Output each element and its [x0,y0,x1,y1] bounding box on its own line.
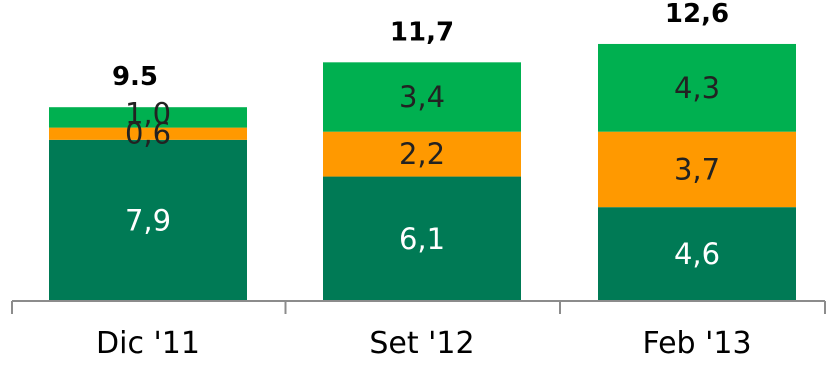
bar-segment-2-1 [323,176,521,301]
segment-value-label: 2,2 [399,137,445,171]
bar-segment-3-2 [598,131,796,208]
bar-segment-3-1 [598,207,796,301]
segment-value-label: 1,0 [125,96,171,130]
x-tick-label: Dic '11 [96,326,200,361]
segment-labels-layer: 7,9 0,61,0 6,1 2,2 3,4 4,6 3,7 4,3 [125,71,720,271]
bar-segment-1-1 [49,139,247,301]
segment-value-label: 7,9 [125,203,171,237]
segment-value-label: 6,1 [399,222,445,256]
total-value-label: 12,6 [665,0,729,29]
x-tick-labels: Dic '11 Set '12 Feb '13 [96,326,751,361]
bar-segment-3-3 [598,43,796,132]
bars-layer [49,43,796,301]
x-tick-label: Feb '13 [642,326,751,361]
bar-segment-1-3 [49,107,247,128]
bar-segment-1-2 [49,127,247,140]
bar-segment-2-2 [323,131,521,177]
total-value-label: 9.5 [112,62,158,92]
total-value-label: 11,7 [390,17,454,47]
segment-value-label: 4,6 [674,237,720,271]
segment-value-label: 3,7 [674,152,720,186]
total-labels-layer: 9.5 11,7 12,6 [112,0,729,92]
segment-value-label: 4,3 [674,71,720,105]
segment-value-label: 3,4 [399,80,445,114]
x-axis [11,300,826,314]
x-tick-label: Set '12 [369,326,474,361]
bar-segment-2-3 [323,62,521,132]
segment-value-label: 0,6 [125,117,171,151]
